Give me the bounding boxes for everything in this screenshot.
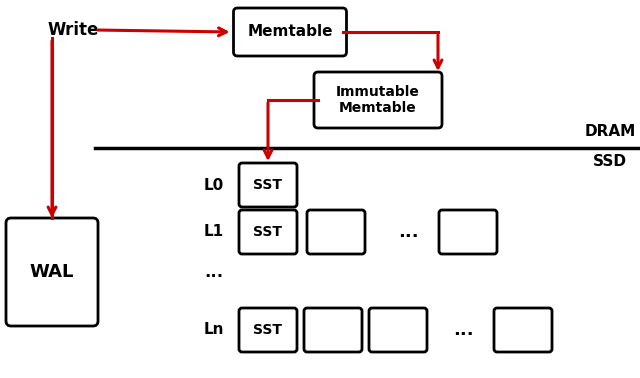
Text: ...: ... — [397, 223, 419, 241]
Text: Write: Write — [48, 21, 99, 39]
Text: WAL: WAL — [30, 263, 74, 281]
Text: DRAM: DRAM — [584, 124, 636, 139]
FancyBboxPatch shape — [369, 308, 427, 352]
Text: L0: L0 — [204, 178, 224, 192]
Text: L1: L1 — [204, 225, 224, 240]
FancyBboxPatch shape — [307, 210, 365, 254]
Text: SST: SST — [253, 178, 282, 192]
Text: ...: ... — [452, 321, 474, 339]
FancyBboxPatch shape — [494, 308, 552, 352]
FancyBboxPatch shape — [234, 8, 346, 56]
Text: Ln: Ln — [204, 322, 224, 338]
FancyBboxPatch shape — [6, 218, 98, 326]
Text: SST: SST — [253, 323, 282, 337]
FancyBboxPatch shape — [439, 210, 497, 254]
Text: SSD: SSD — [593, 155, 627, 169]
FancyBboxPatch shape — [304, 308, 362, 352]
FancyBboxPatch shape — [239, 210, 297, 254]
FancyBboxPatch shape — [314, 72, 442, 128]
Text: Immutable
Memtable: Immutable Memtable — [336, 85, 420, 115]
Text: ...: ... — [204, 263, 223, 281]
FancyBboxPatch shape — [239, 163, 297, 207]
Text: Memtable: Memtable — [247, 25, 333, 39]
FancyBboxPatch shape — [239, 308, 297, 352]
Text: SST: SST — [253, 225, 282, 239]
